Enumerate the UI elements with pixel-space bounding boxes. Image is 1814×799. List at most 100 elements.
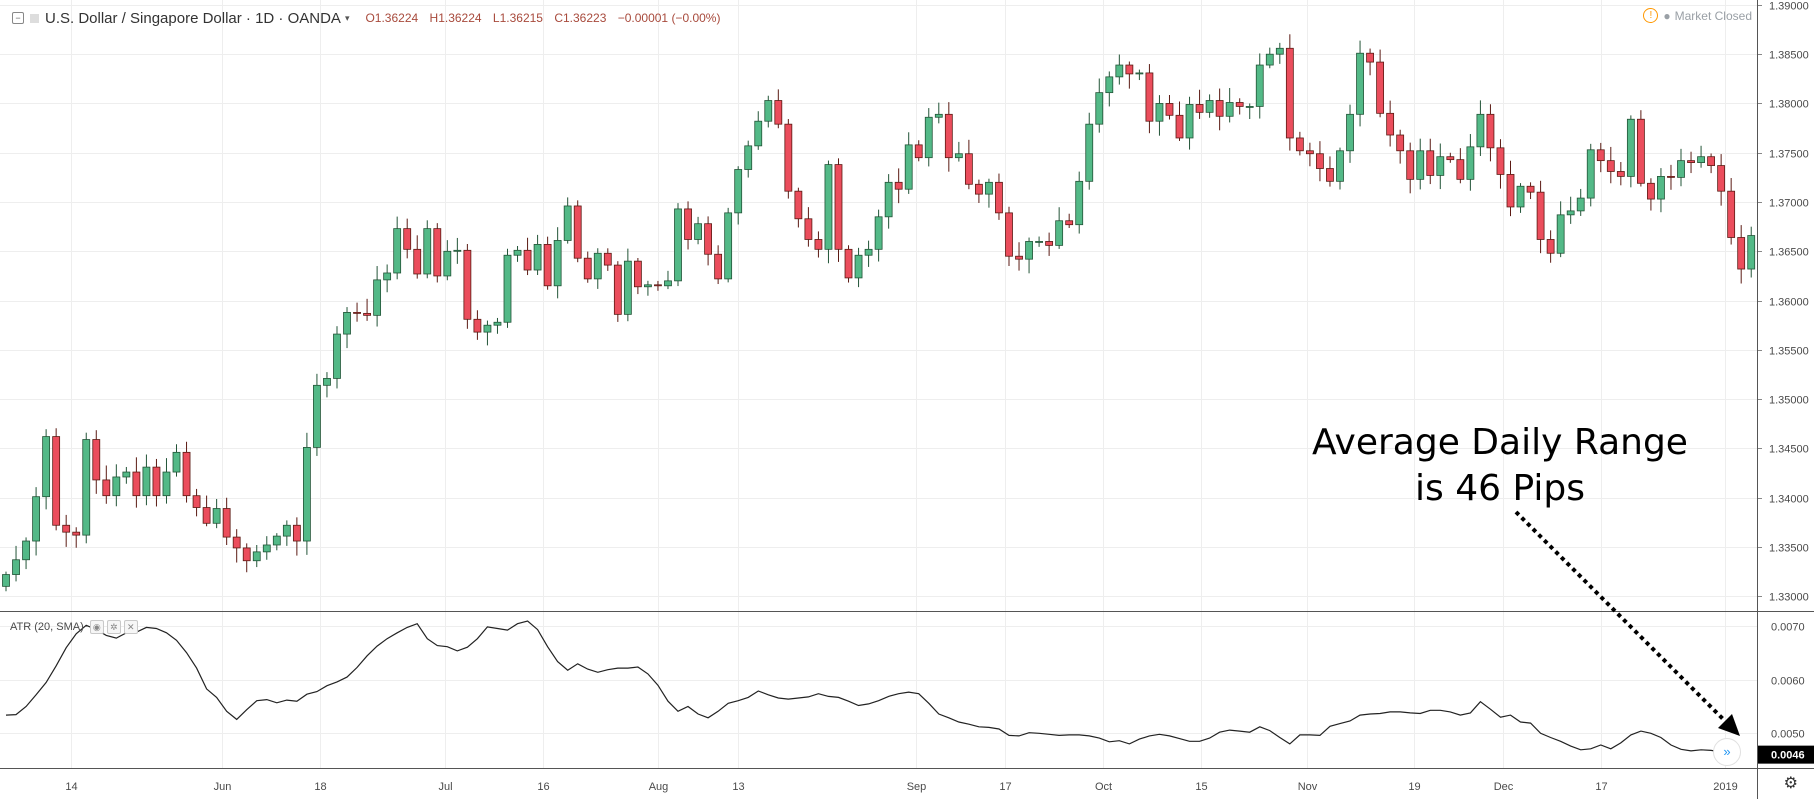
candle-body	[343, 311, 351, 335]
candle-body	[613, 264, 622, 315]
atr-current-badge	[1758, 745, 1814, 764]
candle-body	[1667, 176, 1675, 178]
candle-body	[1636, 118, 1645, 184]
candle-body	[1075, 180, 1084, 226]
candle-body	[583, 257, 592, 280]
candle-body	[1215, 100, 1224, 117]
candle-body	[664, 280, 672, 287]
candle-body	[533, 243, 542, 271]
time-tick-label: Nov	[1298, 781, 1318, 793]
candle-body	[1386, 112, 1395, 136]
candle-body	[1035, 241, 1043, 243]
close-value: C1.36223	[554, 11, 607, 25]
candle-body	[473, 318, 482, 333]
collapse-icon[interactable]: −	[12, 12, 24, 24]
candle-body	[2, 574, 10, 587]
price-tick-label: 1.35000	[1769, 395, 1809, 407]
time-tick-label: 13	[732, 781, 744, 793]
candle-body	[1045, 241, 1054, 246]
candle-body	[262, 544, 271, 553]
candle-body	[924, 116, 933, 159]
candle-body	[985, 181, 993, 195]
candle-body	[975, 183, 983, 195]
candle-body	[1737, 237, 1746, 270]
warning-icon: !	[1643, 8, 1659, 23]
candle-body	[172, 451, 181, 473]
candle-body	[52, 436, 61, 526]
candle-body	[82, 439, 91, 536]
candle-body	[302, 447, 311, 542]
dot-icon: ●	[1663, 8, 1671, 23]
eye-icon[interactable]: ◉	[89, 620, 104, 634]
price-tick-label: 1.34500	[1769, 444, 1809, 456]
indicator-label[interactable]: ATR (20, SMA)	[10, 621, 84, 633]
candle-body	[513, 249, 522, 256]
chevron-down-icon[interactable]: ▾	[344, 12, 350, 23]
candle-body	[493, 321, 502, 326]
time-tick-label: 2019	[1713, 781, 1737, 793]
candle-body	[563, 205, 572, 241]
candle-body	[333, 333, 341, 379]
gear-icon[interactable]: ✲	[106, 620, 121, 634]
price-tick-label: 1.35500	[1769, 346, 1809, 358]
candle-body	[593, 252, 602, 280]
close-icon[interactable]: ✕	[123, 620, 138, 634]
atr-line	[5, 620, 1732, 754]
candle-body	[1626, 118, 1635, 177]
candle-body	[1516, 185, 1525, 208]
candle-body	[32, 496, 40, 542]
candle-body	[1677, 160, 1685, 178]
change-value: −0.00001 (−0.00%)	[617, 11, 721, 25]
candle-body	[162, 471, 171, 497]
price-tick-label: 1.36000	[1769, 297, 1809, 309]
candle-body	[242, 547, 251, 562]
candle-body	[884, 181, 893, 218]
candle-body	[1657, 176, 1665, 200]
price-tick-label: 1.38000	[1769, 99, 1809, 111]
candle-body	[1546, 239, 1555, 254]
candle-body	[1396, 134, 1405, 152]
annotation-text: Average Daily Range is 46 Pips	[1270, 420, 1730, 512]
candle-body	[142, 466, 151, 497]
candle-body	[1526, 185, 1535, 193]
candle-body	[1476, 113, 1485, 148]
candle-body	[644, 284, 652, 288]
time-tick-label: 16	[537, 781, 549, 793]
candle-body	[383, 272, 392, 281]
price-tick-label: 1.33000	[1769, 592, 1809, 604]
candle-body	[353, 311, 361, 314]
candle-body	[1376, 61, 1385, 114]
candle-body	[1486, 113, 1495, 149]
settings-gear-icon[interactable]: ⚙	[1783, 775, 1798, 792]
candle-body	[1285, 47, 1294, 139]
chart-header: − U.S. Dollar / Singapore Dollar · 1D · …	[0, 8, 728, 28]
candle-body	[1235, 102, 1244, 107]
candle-body	[1185, 104, 1194, 139]
candle-body	[1316, 153, 1324, 169]
candle-body	[152, 466, 161, 497]
candle-body	[1165, 103, 1174, 116]
candle-body	[954, 153, 963, 159]
candle-body	[864, 248, 873, 256]
candle-body	[684, 208, 692, 240]
price-tick-label: 1.37500	[1769, 149, 1809, 161]
candle-body	[1025, 241, 1033, 260]
candle-body	[1055, 220, 1064, 246]
candle-body	[1586, 149, 1595, 199]
candle-body	[222, 508, 231, 538]
symbol-title[interactable]: U.S. Dollar / Singapore Dollar · 1D · OA…	[45, 9, 341, 27]
candle-body	[654, 284, 662, 287]
time-tick-label: Jun	[214, 781, 232, 793]
candle-body	[744, 145, 753, 170]
candle-body	[42, 436, 51, 498]
candle-body	[1436, 156, 1445, 176]
candle-body	[373, 279, 382, 316]
candle-body	[944, 113, 953, 159]
price-tick-label: 1.34000	[1769, 494, 1809, 506]
time-tick-label: 17	[1595, 781, 1607, 793]
scroll-to-realtime-button[interactable]: »	[1713, 738, 1741, 766]
candle-body	[1005, 212, 1013, 257]
time-tick-label: 18	[314, 781, 326, 793]
